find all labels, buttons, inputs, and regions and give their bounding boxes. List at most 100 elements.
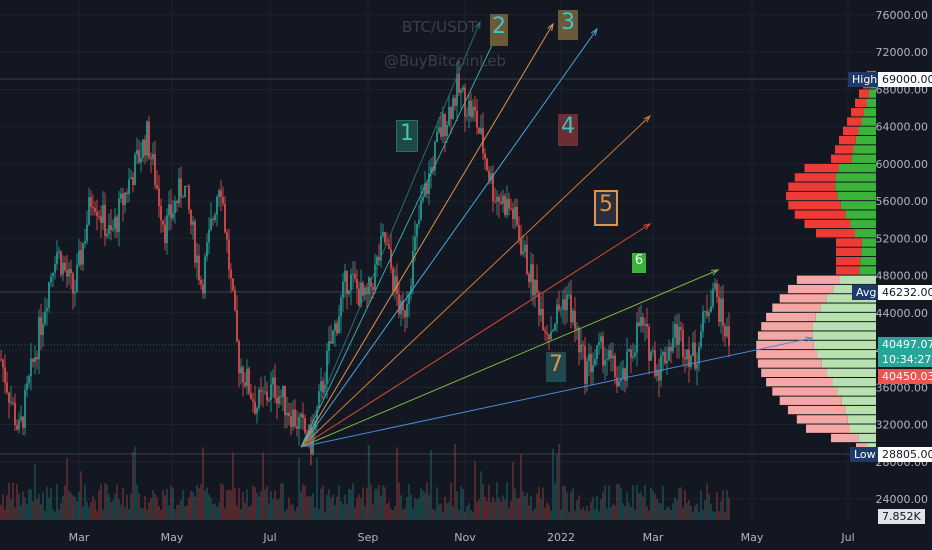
candle-body — [398, 293, 400, 315]
profile-bar-up — [859, 266, 876, 275]
volume-bar — [496, 482, 498, 520]
profile-bar-up — [838, 163, 876, 173]
volume-bar — [132, 451, 134, 520]
volume-bar — [2, 494, 4, 520]
candle-body — [694, 342, 696, 369]
volume-bar — [536, 493, 538, 520]
candle-body — [550, 331, 552, 340]
candle-body — [362, 282, 364, 296]
candle-body — [594, 359, 596, 366]
candle-body — [430, 167, 432, 174]
candle-body — [670, 347, 672, 352]
candle-body — [642, 316, 644, 326]
candle-body — [158, 188, 160, 207]
volume-bar — [28, 489, 30, 520]
volume-bar — [676, 500, 678, 520]
volume-bar — [24, 497, 26, 520]
candle-body — [452, 98, 454, 119]
candle-body — [654, 350, 656, 377]
profile-bar-down — [816, 229, 855, 238]
volume-bar — [692, 511, 694, 520]
x-tick-label: Jul — [262, 531, 276, 544]
profile-bar-down — [757, 331, 813, 340]
volume-bar — [348, 488, 350, 520]
profile-bar-up — [840, 275, 876, 284]
profile-bar-down — [766, 378, 833, 387]
volume-bar — [594, 509, 596, 520]
candle-body — [614, 355, 616, 378]
candle-body — [210, 218, 212, 230]
watermark-symbol: BTC/USDT — [402, 18, 478, 36]
volume-bar — [670, 510, 672, 520]
volume-bar — [8, 482, 10, 520]
high-label: High — [848, 72, 882, 87]
candle-body — [356, 278, 358, 289]
profile-bar-down — [772, 387, 838, 396]
candle-body — [256, 408, 258, 414]
profile-bar-up — [851, 154, 876, 163]
volume-bar — [494, 501, 496, 520]
candle-body — [672, 337, 674, 352]
volume-bar — [26, 504, 28, 520]
candle-body — [394, 276, 396, 291]
candle-body — [692, 342, 694, 356]
volume-bar — [364, 505, 366, 520]
volume-bar — [232, 452, 234, 520]
volume-bar — [620, 488, 622, 520]
volume-bar — [166, 489, 168, 520]
candle-body — [658, 369, 660, 381]
candle-body — [186, 185, 188, 187]
profile-bar-down — [756, 350, 818, 359]
volume-bar — [516, 498, 518, 520]
candle-body — [650, 351, 652, 361]
candle-body — [0, 359, 2, 361]
volume-bar — [332, 494, 334, 520]
candle-body — [348, 290, 350, 294]
volume-bar — [14, 507, 16, 520]
candle-body — [500, 201, 502, 204]
volume-bar — [314, 507, 316, 520]
volume-bar — [130, 493, 132, 520]
candle-body — [172, 213, 174, 219]
candle-body — [528, 274, 530, 283]
candle-body — [434, 142, 436, 171]
candle-body — [30, 358, 32, 377]
volume-bar — [438, 504, 440, 520]
candle-body — [510, 208, 512, 210]
candle-body — [470, 100, 472, 117]
candle-body — [194, 221, 196, 263]
candle-body — [456, 74, 458, 106]
candle-body — [710, 306, 712, 313]
candle-body — [80, 250, 82, 265]
candle-body — [310, 424, 312, 455]
volume-bar — [266, 486, 268, 520]
profile-bar-up — [837, 191, 876, 201]
profile-bar-up — [813, 340, 876, 350]
candle-body — [224, 203, 226, 233]
volume-bar — [88, 507, 90, 520]
candle-body — [282, 385, 284, 398]
volume-bar — [688, 500, 690, 520]
volume-bar — [80, 471, 82, 520]
candle-body — [330, 341, 332, 344]
volume-bar — [558, 443, 560, 520]
candle-body — [228, 239, 230, 270]
profile-bar-down — [831, 154, 852, 163]
volume-bar — [260, 491, 262, 520]
candle-body — [700, 331, 702, 347]
volume-bar — [252, 485, 254, 520]
volume-bar — [410, 494, 412, 520]
volume-bar — [100, 483, 102, 520]
volume-bar — [556, 454, 558, 520]
volume-bar — [548, 505, 550, 520]
volume-bar — [48, 497, 50, 520]
volume-bar — [180, 500, 182, 520]
volume-bar — [638, 493, 640, 520]
candle-body — [258, 389, 260, 409]
candle-body — [552, 330, 554, 332]
profile-bar-down — [756, 340, 814, 350]
volume-bar — [164, 495, 166, 520]
fan-arrowhead — [643, 114, 652, 123]
profile-bar-up — [854, 229, 876, 238]
